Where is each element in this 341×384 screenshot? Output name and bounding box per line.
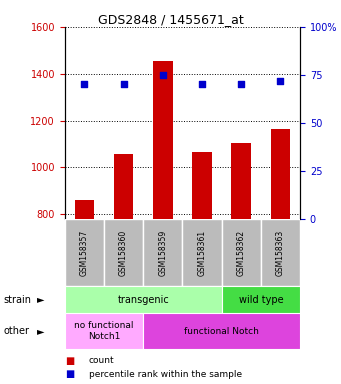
Point [160,72,166,78]
Point [121,81,126,88]
Text: GSM158360: GSM158360 [119,229,128,276]
Bar [65,286,222,313]
Bar [65,313,143,349]
Text: GSM158362: GSM158362 [237,229,246,276]
Text: percentile rank within the sample: percentile rank within the sample [89,370,242,379]
Bar [65,219,104,286]
Point [82,81,87,88]
Text: ►: ► [37,295,45,305]
Text: no functional
Notch1: no functional Notch1 [74,321,134,341]
Bar [143,313,300,349]
Bar [222,219,261,286]
Text: functional Notch: functional Notch [184,327,259,336]
Bar [104,219,143,286]
Point [238,81,244,88]
Bar [114,154,133,219]
Bar [222,286,300,313]
Point [278,78,283,84]
Bar [232,143,251,219]
Text: GSM158361: GSM158361 [197,229,207,276]
Text: ►: ► [37,326,45,336]
Text: GDS2848 / 1455671_at: GDS2848 / 1455671_at [98,13,243,26]
Text: GSM158359: GSM158359 [158,229,167,276]
Point [199,81,205,88]
Text: wild type: wild type [239,295,283,305]
Bar [261,219,300,286]
Text: GSM158363: GSM158363 [276,229,285,276]
Bar [143,219,182,286]
Text: ■: ■ [65,356,74,366]
Text: other: other [3,326,29,336]
Bar [192,152,212,219]
Text: strain: strain [3,295,31,305]
Text: count: count [89,356,114,366]
Bar [271,129,290,219]
Text: ■: ■ [65,369,74,379]
Bar [153,61,173,219]
Bar [182,219,222,286]
Bar [75,200,94,219]
Text: transgenic: transgenic [117,295,169,305]
Text: GSM158357: GSM158357 [80,229,89,276]
